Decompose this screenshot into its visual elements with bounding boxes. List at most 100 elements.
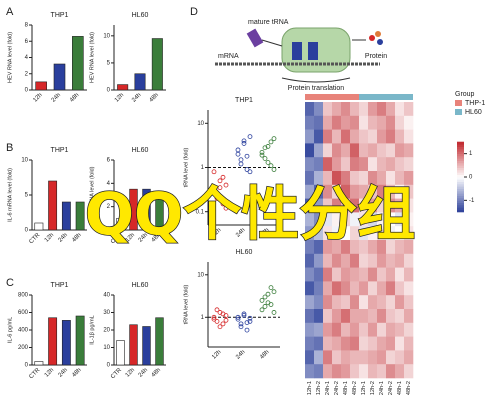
heatmap-cell — [404, 115, 414, 130]
heatmap-cell — [350, 253, 360, 268]
heatmap-cell — [305, 226, 315, 241]
column-label: 12h-2 — [316, 381, 322, 395]
heatmap-cell — [350, 226, 360, 241]
data-point — [211, 316, 217, 322]
group-bar — [359, 94, 368, 100]
heatmap-cell — [395, 212, 405, 227]
heatmap-cell — [332, 102, 342, 117]
data-point — [265, 300, 271, 306]
heatmap-cell — [359, 253, 369, 268]
colorbar-step — [457, 151, 464, 154]
y-tick-label: 4 — [107, 181, 111, 187]
data-point — [268, 139, 274, 145]
column-label: 24h-1 — [325, 381, 331, 395]
heatmap-cell — [368, 364, 378, 379]
heatmap-cell — [359, 295, 369, 310]
y-tick-label: 6 — [25, 39, 29, 45]
heatmap-cell — [359, 322, 369, 337]
heatmap-cell — [350, 129, 360, 144]
y-tick-label: 10 — [197, 272, 204, 278]
colorbar-step — [457, 200, 464, 203]
data-point — [247, 315, 253, 321]
group-bar — [377, 94, 386, 100]
heatmap-cell — [404, 240, 414, 255]
heatmap-cell — [323, 171, 333, 186]
column-label: 12h-2 — [370, 381, 376, 395]
colorbar-step — [457, 204, 464, 208]
y-tick-label: 0 — [25, 88, 29, 94]
x-tick-label: 12h — [125, 367, 136, 378]
colorbar-step — [457, 209, 464, 213]
heatmap-cell — [404, 157, 414, 172]
heatmap-cell — [332, 129, 342, 144]
heatmap-cell — [314, 184, 324, 199]
heatmap-cell — [332, 364, 342, 379]
bar — [117, 84, 129, 91]
x-tick-label: 48h — [259, 349, 270, 360]
heatmap-cell — [323, 198, 333, 213]
heatmap-cell — [323, 143, 333, 158]
heatmap-cell — [377, 198, 387, 213]
heatmap-cell — [323, 350, 333, 365]
colorbar-step — [457, 153, 464, 157]
heatmap-cell — [368, 240, 378, 255]
heatmap-cell — [404, 322, 414, 337]
data-point — [259, 152, 265, 158]
bar — [75, 315, 85, 366]
heatmap-cell — [386, 198, 396, 213]
data-point — [268, 285, 274, 290]
y-tick-label: 6 — [107, 158, 111, 164]
x-tick-label: 12h — [211, 349, 222, 360]
bar — [53, 63, 66, 91]
diagram-label: Protein translation — [288, 85, 345, 92]
y-tick-label: 10 — [103, 33, 110, 39]
data-point — [259, 297, 265, 303]
colorbar-step — [457, 176, 464, 180]
x-tick-label: 12h — [44, 232, 55, 243]
heatmap-cell — [404, 350, 414, 365]
heatmap-cell — [314, 102, 324, 117]
trna — [308, 42, 318, 60]
chart-title: HL60 — [236, 249, 253, 256]
colorbar-step — [457, 190, 464, 194]
heatmap-cell — [404, 253, 414, 268]
heatmap-cell — [332, 157, 342, 172]
heatmap-cell — [368, 226, 378, 241]
y-tick-label: 10 — [103, 345, 110, 351]
heatmap-cell — [305, 212, 315, 227]
y-tick-label: 0 — [25, 228, 29, 234]
heatmap-cell — [305, 336, 315, 351]
heatmap-cell — [386, 309, 396, 324]
heatmap-cell — [323, 281, 333, 296]
heatmap-cell — [305, 198, 315, 213]
heatmap-cell — [305, 240, 315, 255]
heatmap-cell — [404, 171, 414, 186]
diagram: mature tRNA mRNA Protein translation Pro… — [215, 19, 387, 92]
data-point — [259, 149, 265, 155]
heatmap-cell — [377, 143, 387, 158]
data-point — [244, 167, 250, 172]
diagram-label: mature tRNA — [248, 19, 289, 26]
data-point — [214, 307, 220, 313]
heatmap-cell — [314, 226, 324, 241]
heatmap-cell — [332, 226, 342, 241]
heatmap-cell — [359, 198, 369, 213]
heatmap-cell — [341, 157, 351, 172]
heatmap-cell — [359, 171, 369, 186]
heatmap-cell — [404, 129, 414, 144]
colorbar-step — [457, 155, 464, 159]
heatmap-cell — [314, 143, 324, 158]
heatmap-cell — [377, 309, 387, 324]
y-tick-label: 10 — [21, 158, 28, 164]
y-tick-label: 10 — [197, 121, 204, 127]
data-point — [259, 307, 265, 313]
y-tick-label: 1 — [201, 315, 205, 321]
y-tick-label: 400 — [18, 328, 29, 334]
data-point — [223, 205, 229, 211]
heatmap-cell — [341, 184, 351, 199]
heatmap-cell — [404, 295, 414, 310]
chart-title: HL60 — [132, 147, 149, 154]
heatmap-cell — [314, 240, 324, 255]
data-point — [271, 289, 277, 295]
x-tick-label: CTR — [28, 232, 41, 245]
